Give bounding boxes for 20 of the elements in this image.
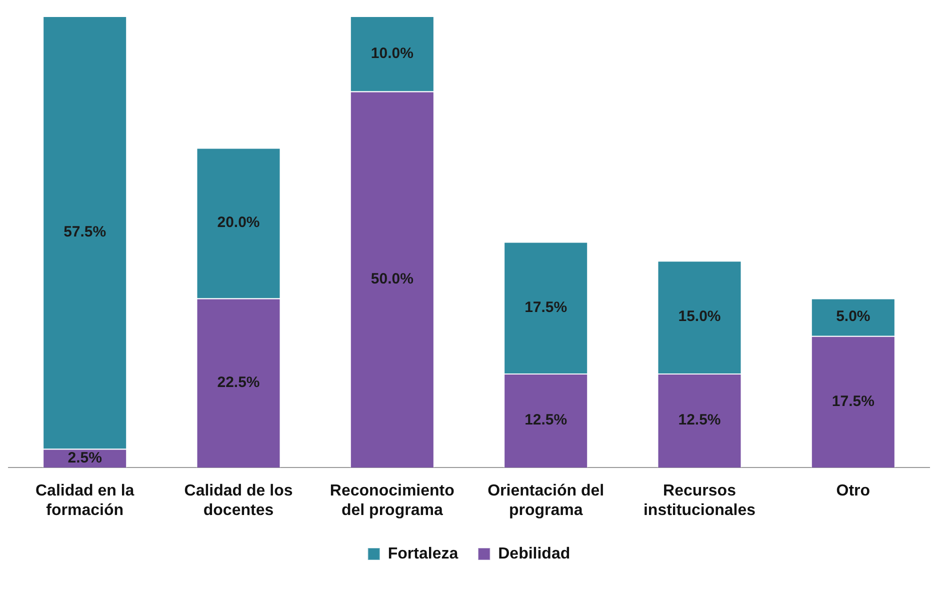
x-tick-label: Reconocimiento del programa: [330, 482, 455, 519]
legend-label: Debilidad: [498, 545, 570, 562]
x-tick-label: Orientación del programa: [488, 482, 604, 519]
data-label: 50.0%: [370, 270, 414, 288]
data-label: 15.0%: [678, 308, 721, 326]
x-tick-label: Calidad de los docentes: [184, 482, 293, 519]
data-label: 10.0%: [370, 44, 414, 62]
x-tick-label: Calidad en la formación: [35, 482, 134, 519]
x-tick-label: Otro: [836, 482, 870, 500]
data-label: 57.5%: [64, 224, 106, 241]
data-label: 2.5%: [68, 449, 102, 466]
data-label: 17.5%: [524, 298, 568, 316]
x-tick-label: Recursos institucionales: [643, 482, 756, 519]
legend-label: Fortaleza: [388, 545, 458, 562]
data-label: 17.5%: [832, 392, 874, 410]
data-label: 22.5%: [217, 374, 260, 392]
data-label: 12.5%: [524, 412, 568, 429]
data-label: 20.0%: [217, 214, 260, 232]
data-label: 12.5%: [678, 412, 721, 429]
data-label: 5.0%: [836, 308, 870, 326]
